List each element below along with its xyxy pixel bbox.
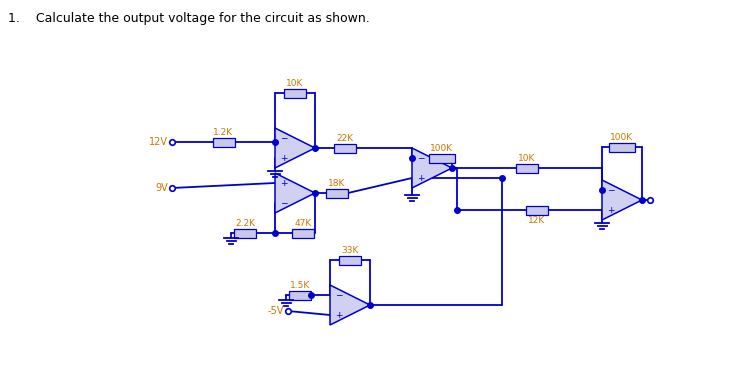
Text: 9V: 9V — [155, 183, 168, 193]
Text: 100K: 100K — [610, 132, 633, 141]
Bar — [289, 290, 311, 300]
Polygon shape — [602, 180, 642, 220]
Text: 22K: 22K — [337, 134, 354, 142]
Polygon shape — [275, 128, 315, 168]
Text: 100K: 100K — [431, 144, 454, 152]
Text: 2.2K: 2.2K — [235, 218, 255, 228]
Text: 10K: 10K — [519, 154, 536, 162]
Text: 1.2K: 1.2K — [213, 128, 234, 137]
Text: 33K: 33K — [341, 245, 358, 255]
Text: 12V: 12V — [149, 137, 168, 147]
Text: 12K: 12K — [528, 215, 545, 224]
Bar — [234, 228, 256, 238]
Polygon shape — [275, 173, 315, 213]
Bar — [326, 189, 348, 197]
Bar — [429, 154, 455, 162]
Text: −: − — [417, 154, 425, 162]
Text: -5V: -5V — [267, 306, 284, 316]
Text: 47K: 47K — [294, 218, 311, 228]
Bar — [526, 206, 548, 214]
Text: 10K: 10K — [286, 79, 304, 87]
Bar — [516, 163, 538, 172]
Text: +: + — [335, 310, 343, 320]
Polygon shape — [412, 148, 452, 188]
Text: +: + — [607, 206, 615, 214]
Text: −: − — [335, 290, 343, 300]
Text: 18K: 18K — [329, 179, 346, 187]
Bar — [334, 144, 356, 152]
Text: 1.5K: 1.5K — [290, 280, 310, 290]
Polygon shape — [330, 285, 370, 325]
Text: +: + — [417, 173, 425, 183]
Text: −: − — [280, 199, 288, 207]
Bar — [339, 255, 361, 265]
Bar — [292, 228, 314, 238]
Text: +: + — [280, 179, 288, 187]
Text: 1.    Calculate the output voltage for the circuit as shown.: 1. Calculate the output voltage for the … — [8, 12, 370, 25]
Text: −: − — [280, 134, 288, 142]
Bar — [609, 142, 635, 152]
Bar — [212, 138, 235, 146]
Text: +: + — [280, 154, 288, 162]
Text: −: − — [607, 186, 615, 194]
Bar — [284, 89, 306, 97]
